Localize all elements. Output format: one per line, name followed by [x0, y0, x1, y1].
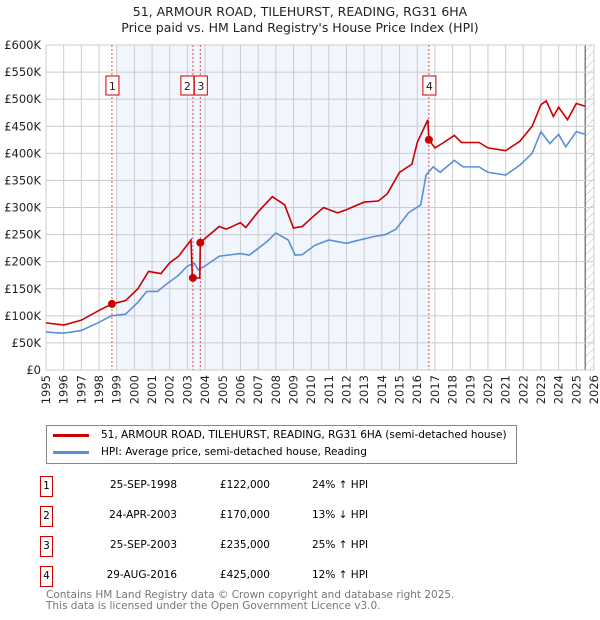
- legend: 51, ARMOUR ROAD, TILEHURST, READING, RG3…: [46, 425, 517, 464]
- sale-date: 25-SEP-1998: [109, 479, 177, 491]
- y-tick-label: £550K: [4, 65, 41, 79]
- y-tick-label: £250K: [4, 228, 41, 242]
- sale-number: 3: [40, 536, 53, 557]
- x-tick-label: 2014: [375, 375, 389, 404]
- sale-label: 3: [197, 80, 204, 93]
- y-tick-label: £100K: [4, 309, 41, 323]
- y-tick-label: £450K: [4, 119, 41, 133]
- sale-price: £235,000: [219, 539, 270, 551]
- x-tick-label: 2011: [322, 375, 336, 404]
- x-tick-label: 2013: [357, 375, 371, 404]
- legend-label: 51, ARMOUR ROAD, TILEHURST, READING, RG3…: [101, 429, 507, 441]
- legend-item-hpi: HPI: Average price, semi-detached house,…: [53, 446, 367, 458]
- sale-row: 2 24-APR-2003 £170,000 13% ↓ HPI: [40, 506, 600, 528]
- x-tick-label: 2007: [251, 375, 265, 404]
- y-tick-label: £400K: [4, 146, 41, 160]
- x-tick-label: 2021: [499, 375, 513, 404]
- x-tick-label: 1999: [110, 375, 124, 404]
- footer: Contains HM Land Registry data © Crown c…: [46, 590, 454, 612]
- x-tick-label: 1996: [57, 375, 71, 404]
- x-tick-label: 2005: [216, 375, 230, 404]
- sale-point: [424, 135, 433, 144]
- y-tick-label: £150K: [4, 282, 41, 296]
- series-line-hpi: [45, 130, 586, 334]
- x-tick-label: 2006: [233, 375, 247, 404]
- x-tick-label: 2000: [127, 375, 141, 404]
- x-tick-label: 2024: [552, 375, 566, 404]
- x-tick-label: 2003: [180, 375, 194, 404]
- x-tick-label: 1995: [39, 375, 53, 404]
- legend-item-property: 51, ARMOUR ROAD, TILEHURST, READING, RG3…: [53, 429, 507, 441]
- sale-row: 4 29-AUG-2016 £425,000 12% ↑ HPI: [40, 566, 600, 588]
- sale-label: 1: [109, 80, 116, 93]
- y-tick-label: £300K: [4, 201, 41, 215]
- y-tick-label: £600K: [4, 38, 41, 52]
- y-tick-label: £50K: [12, 336, 42, 350]
- plot-area: £0 £50K £100K £150K £200K £250K £300K £350K £400…: [4, 38, 600, 404]
- sale-number: 1: [40, 476, 53, 497]
- x-tick-label: 2009: [286, 375, 300, 404]
- x-tick-label: 2025: [569, 375, 583, 404]
- x-tick-label: 2022: [516, 375, 530, 404]
- sale-row: 1 25-SEP-1998 £122,000 24% ↑ HPI: [40, 476, 600, 498]
- sale-label: 2: [184, 80, 191, 93]
- x-tick-label: 2012: [340, 375, 354, 404]
- x-tick-label: 2023: [534, 375, 548, 404]
- sale-price: £170,000: [219, 509, 270, 521]
- chart-subtitle: Price paid vs. HM Land Registry's House …: [121, 20, 479, 35]
- x-tick-label: 2002: [163, 375, 177, 404]
- sale-label: 4: [426, 80, 433, 93]
- y-tick-label: £500K: [4, 92, 41, 106]
- legend-swatch: [53, 433, 89, 437]
- sale-price: £425,000: [219, 569, 270, 581]
- y-tick-label: £350K: [4, 173, 41, 187]
- legend-label: HPI: Average price, semi-detached house,…: [101, 446, 367, 458]
- sale-hpi-diff: 13% ↓ HPI: [312, 509, 369, 521]
- sale-date: 24-APR-2003: [109, 509, 177, 521]
- sale-label-box: [193, 75, 208, 96]
- sale-row: 3 25-SEP-2003 £235,000 25% ↑ HPI: [40, 536, 600, 558]
- x-tick-label: 2010: [304, 375, 318, 404]
- x-tick-label: 2018: [446, 375, 460, 404]
- x-tick-label: 2008: [269, 375, 283, 404]
- legend-swatch: [53, 450, 89, 454]
- y-tick-label: £0: [26, 363, 41, 377]
- x-tick-label: 2016: [410, 375, 424, 404]
- x-tick-label: 2017: [428, 375, 442, 404]
- sale-number: 2: [40, 506, 53, 527]
- footer-line-1: Contains HM Land Registry data © Crown c…: [46, 589, 455, 601]
- x-tick-label: 2019: [463, 375, 477, 404]
- sale-label-box: [105, 75, 120, 96]
- y-tick-label: £200K: [4, 255, 41, 269]
- sale-point: [107, 299, 116, 308]
- x-tick-label: 1998: [92, 375, 106, 404]
- x-tick-label: 2026: [587, 375, 600, 404]
- sale-date: 25-SEP-2003: [109, 539, 177, 551]
- sale-point: [196, 238, 205, 247]
- x-tick-label: 2004: [198, 375, 212, 404]
- footer-line-2: This data is licensed under the Open Gov…: [46, 600, 381, 612]
- plot-border: [45, 44, 595, 371]
- chart-title: 51, ARMOUR ROAD, TILEHURST, READING, RG3…: [132, 4, 468, 19]
- x-tick-label: 1997: [74, 375, 88, 404]
- sale-point: [188, 273, 197, 282]
- sale-hpi-diff: 12% ↑ HPI: [312, 569, 369, 581]
- x-tick-label: 2020: [481, 375, 495, 404]
- sale-number: 4: [40, 566, 53, 587]
- x-tick-label: 2001: [145, 375, 159, 404]
- sale-hpi-diff: 24% ↑ HPI: [312, 479, 369, 491]
- sale-label-box: [422, 75, 437, 96]
- sale-price: £122,000: [219, 479, 270, 491]
- x-tick-label: 2015: [393, 375, 407, 404]
- sale-date: 29-AUG-2016: [106, 569, 177, 581]
- sale-hpi-diff: 25% ↑ HPI: [312, 539, 369, 551]
- series-line-property: [45, 99, 586, 326]
